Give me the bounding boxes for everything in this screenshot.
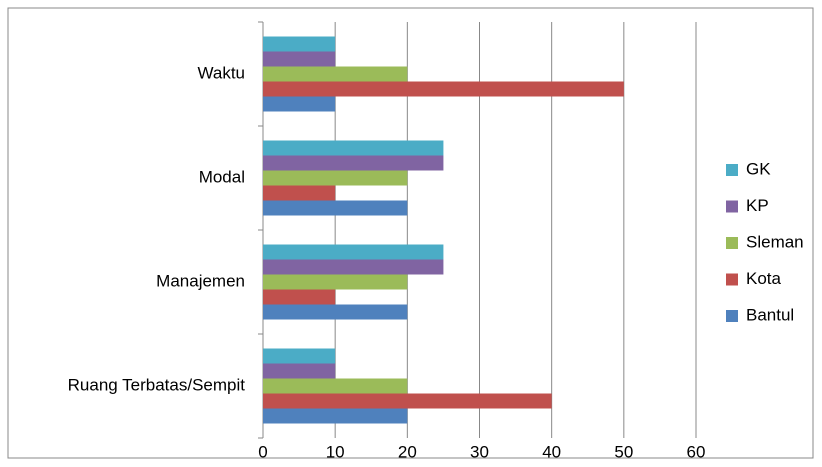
legend-swatch	[726, 237, 738, 249]
bar	[263, 66, 408, 82]
bar	[263, 289, 336, 305]
x-tick-label: 10	[326, 442, 345, 461]
bar	[263, 274, 408, 290]
x-tick-label: 0	[258, 442, 267, 461]
legend-label: Sleman	[746, 232, 804, 251]
x-tick-label: 30	[470, 442, 489, 461]
bar	[263, 140, 444, 156]
legend-swatch	[726, 164, 738, 176]
bar	[263, 348, 336, 364]
x-tick-label: 20	[398, 442, 417, 461]
bar	[263, 200, 408, 216]
y-tick-label: Ruang Terbatas/Sempit	[68, 375, 246, 394]
bar	[263, 304, 408, 320]
y-tick-label: Waktu	[197, 63, 245, 82]
bar	[263, 244, 444, 260]
legend-swatch	[726, 273, 738, 286]
legend-swatch	[726, 200, 738, 213]
legend-label: GK	[746, 159, 771, 178]
y-tick-label: Manajemen	[156, 271, 245, 290]
x-tick-label: 40	[542, 442, 561, 461]
bar	[263, 81, 624, 97]
bar	[263, 170, 408, 186]
bar	[263, 185, 336, 201]
bar	[263, 408, 408, 424]
bar	[263, 96, 336, 112]
bar	[263, 378, 408, 394]
bar	[263, 393, 552, 409]
x-tick-label: 50	[614, 442, 633, 461]
bar	[263, 36, 336, 52]
y-tick-label: Modal	[199, 167, 245, 186]
legend-label: KP	[746, 196, 769, 215]
bar	[263, 259, 444, 275]
legend-swatch	[726, 310, 738, 322]
bar	[263, 363, 336, 379]
legend-label: Bantul	[746, 305, 794, 324]
bar	[263, 155, 444, 171]
bar	[263, 51, 336, 67]
x-tick-label: 60	[687, 442, 706, 461]
legend-label: Kota	[746, 269, 782, 288]
